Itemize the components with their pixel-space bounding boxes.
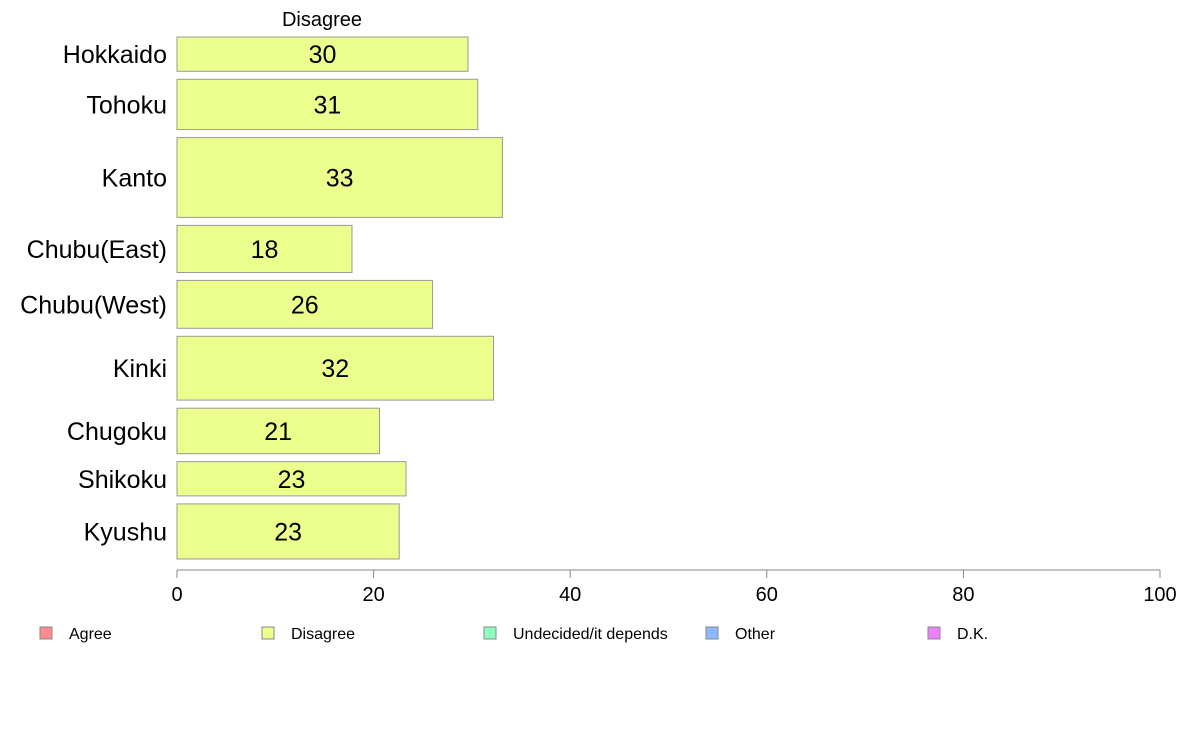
category-label: Chubu(West)	[20, 291, 167, 319]
legend-label: Disagree	[291, 626, 355, 643]
x-tick-label: 60	[756, 584, 778, 606]
x-tick-label: 100	[1143, 584, 1176, 606]
category-label: Tohoku	[86, 91, 167, 119]
data-label: 23	[278, 466, 306, 494]
data-label: 21	[264, 418, 292, 446]
data-label: 26	[291, 291, 319, 319]
legend-label: D.K.	[957, 626, 988, 643]
bar-kinki	[176, 335, 494, 401]
category-label: Kyushu	[84, 519, 167, 547]
bar-kanto	[176, 137, 503, 218]
data-label: 30	[309, 41, 337, 69]
bars-layer: Hokkaido 30 Tohoku 31 Kanto 33 Chubu(East) 18 Ch…	[20, 36, 503, 560]
data-label: 32	[321, 355, 349, 383]
category-label: Chubu(East)	[27, 236, 167, 264]
legend-swatch	[39, 626, 53, 640]
category-label: Hokkaido	[63, 41, 167, 69]
legend-swatch	[927, 626, 941, 640]
x-tick-label: 80	[952, 584, 974, 606]
panel-title: Disagree	[282, 9, 362, 31]
data-label: 31	[313, 91, 341, 119]
bar-chugoku	[176, 407, 380, 455]
bar-hokkaido	[176, 36, 469, 72]
category-label: Shikoku	[78, 466, 167, 494]
category-label: Chugoku	[67, 418, 167, 446]
x-tick-label: 0	[171, 584, 182, 606]
x-tick-label: 40	[559, 584, 581, 606]
legend-swatch	[483, 626, 497, 640]
data-label: 23	[274, 519, 302, 547]
legend: Agree Disagree Undecided/it depends Other D.…	[39, 626, 988, 643]
bar-chubu-east	[176, 224, 353, 273]
data-label: 33	[326, 165, 354, 193]
legend-swatch	[705, 626, 719, 640]
legend-label: Undecided/it depends	[513, 626, 668, 643]
legend-label: Other	[735, 626, 776, 643]
bar-tohoku	[176, 78, 479, 131]
bar-kyushu	[176, 503, 400, 560]
data-label: 18	[251, 236, 279, 264]
legend-label: Agree	[69, 626, 112, 643]
category-label: Kanto	[102, 165, 167, 193]
x-axis: 0 20 40 60 80 100	[171, 569, 1177, 606]
legend-swatch	[261, 626, 275, 640]
bar-chubu-west	[176, 279, 434, 329]
category-label: Kinki	[113, 355, 167, 383]
x-tick-label: 20	[362, 584, 384, 606]
bar-shikoku	[176, 461, 407, 497]
